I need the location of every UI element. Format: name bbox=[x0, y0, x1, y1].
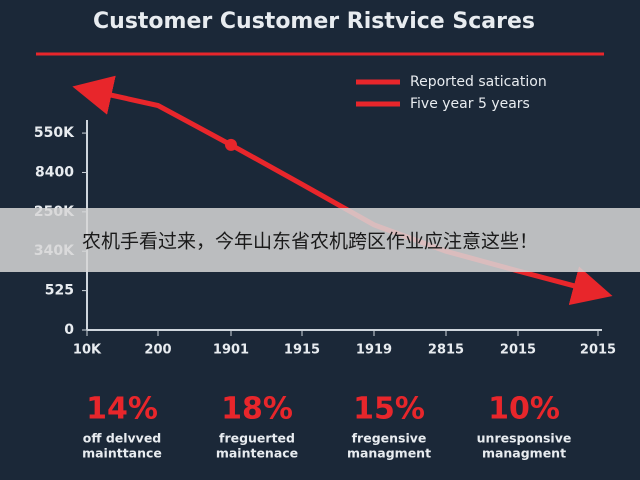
stat-caption: unresponsive bbox=[477, 431, 572, 446]
stat-caption: managment bbox=[347, 446, 431, 461]
y-tick-label: 0 bbox=[64, 322, 74, 338]
stat-caption: managment bbox=[482, 446, 566, 461]
banner-text: 农机手看过来，今年山东省农机跨区作业应注意这些！ bbox=[82, 231, 538, 253]
stat-caption: fregensive bbox=[352, 431, 427, 446]
stat-figure: 14% bbox=[86, 392, 158, 427]
stat-figure: 18% bbox=[221, 392, 293, 427]
x-tick-label: 1901 bbox=[213, 343, 249, 358]
x-tick-label: 1915 bbox=[284, 343, 320, 358]
stat-figure: 10% bbox=[488, 392, 560, 427]
stat-caption: freguerted bbox=[219, 431, 295, 446]
stat-figure: 15% bbox=[353, 392, 425, 427]
y-tick-label: 8400 bbox=[35, 164, 74, 180]
stat-caption: mainttance bbox=[82, 446, 162, 461]
stat-caption: maintenace bbox=[216, 446, 298, 461]
chart-title: Customer Customer Ristvice Scares bbox=[93, 9, 535, 34]
y-tick-label: 525 bbox=[45, 283, 74, 299]
point-marker bbox=[225, 138, 237, 151]
legend-label: Reported satication bbox=[410, 74, 547, 90]
x-tick-label: 2015 bbox=[580, 343, 616, 358]
stat-caption: off delvved bbox=[83, 431, 162, 446]
x-tick-label: 1919 bbox=[356, 343, 392, 358]
x-tick-label: 2815 bbox=[428, 343, 464, 358]
y-tick-label: 550K bbox=[34, 125, 75, 141]
x-tick-label: 200 bbox=[144, 343, 171, 358]
legend-label: Five year 5 years bbox=[410, 96, 530, 112]
banner-bg bbox=[0, 208, 640, 272]
x-tick-label: 2015 bbox=[500, 343, 536, 358]
x-tick-label: 10K bbox=[73, 343, 102, 358]
